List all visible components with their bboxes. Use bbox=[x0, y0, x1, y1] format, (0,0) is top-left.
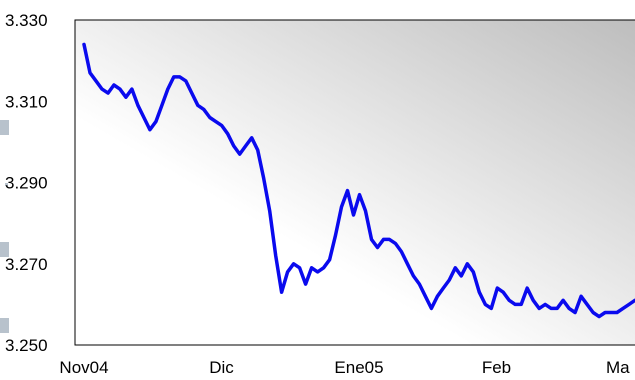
x-tick-label: Ma bbox=[606, 358, 630, 377]
edge-mark bbox=[0, 120, 9, 135]
y-axis-tick-labels: 3.250 3.270 3.290 3.310 3.330 bbox=[5, 11, 48, 355]
x-tick-label: Nov04 bbox=[59, 358, 108, 377]
series-layer bbox=[82, 42, 635, 319]
y-tick-label: 3.310 bbox=[5, 92, 48, 111]
series-line bbox=[82, 42, 635, 319]
y-tick-label: 3.330 bbox=[5, 11, 48, 30]
plot-area bbox=[74, 19, 635, 346]
x-tick-label: Dic bbox=[209, 358, 234, 377]
y-tick-label: 3.290 bbox=[5, 174, 48, 193]
edge-mark bbox=[0, 318, 9, 333]
x-axis-tick-labels: Nov04 Dic Ene05 Feb Ma bbox=[59, 358, 630, 377]
y-tick-label: 3.270 bbox=[5, 255, 48, 274]
edge-marks bbox=[0, 120, 9, 333]
x-tick-label: Ene05 bbox=[334, 358, 383, 377]
x-tick-label: Feb bbox=[482, 358, 511, 377]
y-tick-label: 3.250 bbox=[5, 336, 48, 355]
edge-mark bbox=[5, 183, 8, 186]
edge-mark bbox=[0, 242, 9, 257]
